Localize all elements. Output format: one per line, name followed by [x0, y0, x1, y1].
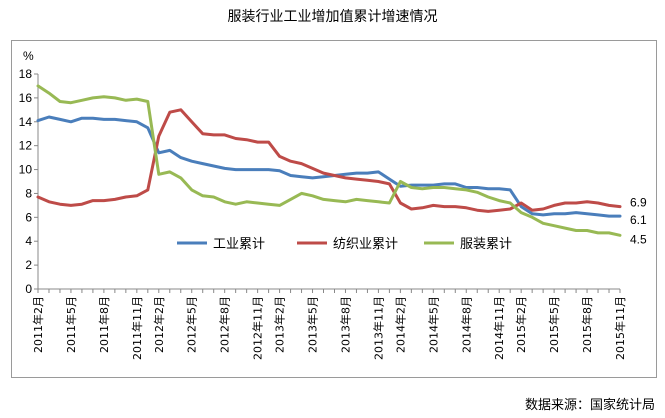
x-tick-label: 2013年5月	[306, 296, 320, 353]
y-tick-label: 16	[19, 91, 33, 105]
x-axis-tick-labels: 2011年2月 2011年5月 2011年8月 2011年11月 2012年2月 2012…	[31, 296, 627, 360]
y-tick-label: 14	[19, 115, 33, 129]
page-title: 服装行业工业增加值累计增速情况	[227, 9, 438, 25]
data-source: 数据来源：国家统计局	[524, 398, 655, 413]
x-tick-label: 2015年8月	[580, 296, 594, 353]
y-tick-label: 0	[25, 282, 32, 296]
x-tick-label: 2015年11月	[613, 296, 627, 360]
x-tick-label: 2015年5月	[547, 296, 561, 353]
chart-series	[36, 84, 622, 237]
x-tick-label: 2015年2月	[514, 296, 528, 353]
series-line	[36, 115, 622, 218]
chart-frame: 0 2 4 6 8 10 12 14 16 18 2011年2月 2011年5月 2011年8月 201…	[11, 40, 657, 378]
x-tick-label: 2011年11月	[130, 296, 144, 360]
x-tick-label: 2014年8月	[459, 296, 473, 353]
y-axis-unit: %	[23, 49, 34, 63]
y-tick-label: 8	[25, 186, 32, 200]
y-tick-label: 4	[25, 234, 32, 248]
series-end-labels: 6.1 6.9 4.5	[630, 196, 647, 247]
x-tick-label: 2011年2月	[31, 296, 45, 353]
y-tick-label: 2	[25, 258, 32, 272]
y-tick-label: 6	[25, 210, 32, 224]
legend-label: 纺织业累计	[333, 237, 398, 252]
x-tick-label: 2014年11月	[492, 296, 506, 360]
chart-legend: 工业累计 纺织业累计 服装累计	[177, 237, 512, 252]
y-tick-label: 12	[19, 139, 33, 153]
y-tick-label: 18	[19, 67, 33, 81]
x-tick-label: 2013年2月	[273, 296, 287, 353]
y-axis-tick-labels: 0 2 4 6 8 10 12 14 16 18	[19, 67, 33, 296]
series-end-label: 4.5	[630, 232, 647, 246]
series-end-label: 6.1	[630, 213, 647, 227]
x-tick-label: 2012年8月	[218, 296, 232, 353]
x-tick-label: 2012年2月	[152, 296, 166, 353]
x-tick-label: 2014年2月	[393, 296, 407, 353]
x-tick-label: 2011年8月	[97, 296, 111, 353]
x-tick-label: 2014年5月	[426, 296, 440, 353]
x-tick-label: 2012年11月	[251, 296, 265, 360]
series-line	[36, 108, 622, 213]
legend-label: 工业累计	[213, 237, 265, 252]
y-tick-label: 10	[19, 163, 33, 177]
legend-label: 服装累计	[460, 237, 512, 252]
x-tick-label: 2012年5月	[185, 296, 199, 353]
x-tick-label: 2013年11月	[371, 296, 385, 360]
x-tick-label: 2011年5月	[64, 296, 78, 353]
series-end-label: 6.9	[630, 196, 647, 210]
series-line	[36, 84, 622, 237]
chart-axes	[34, 73, 621, 293]
x-tick-label: 2013年8月	[338, 296, 352, 353]
